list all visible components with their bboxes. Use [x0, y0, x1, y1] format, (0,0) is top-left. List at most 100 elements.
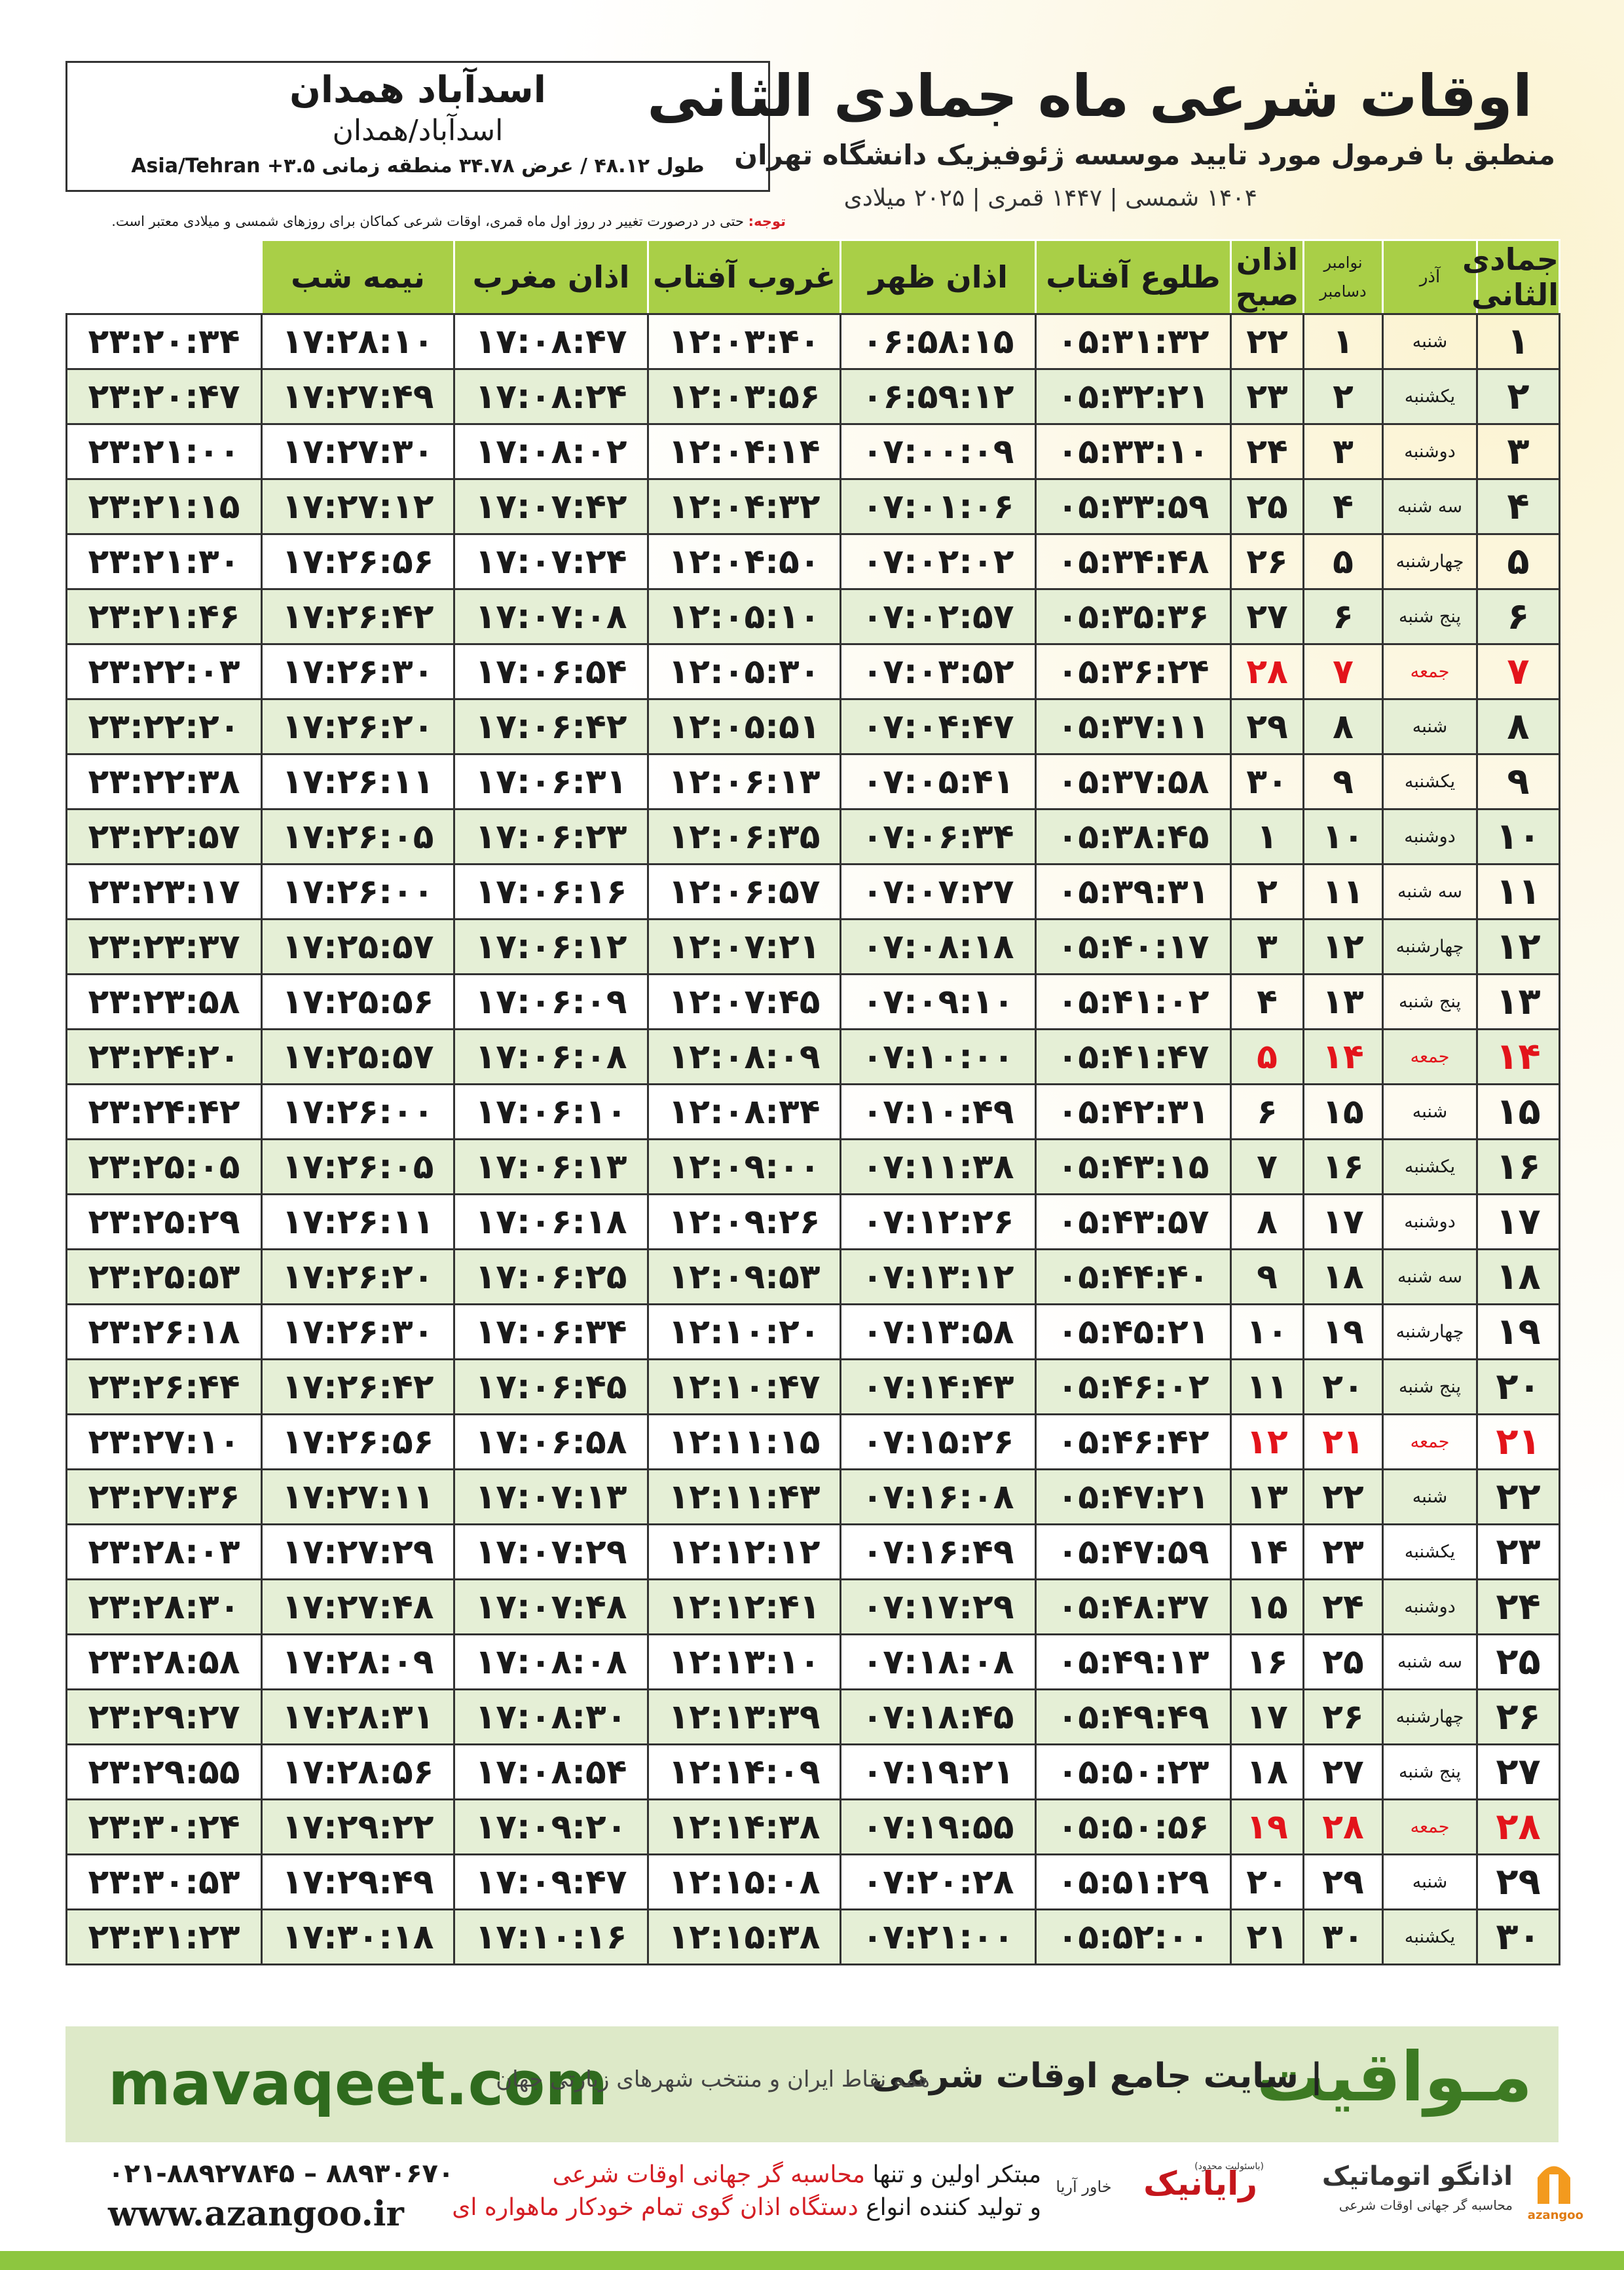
- time: ۱۷:۰۶:۳۱: [453, 753, 649, 810]
- time: ۲۳:۲۱:۳۰: [65, 533, 263, 590]
- date: ۱۴: [1230, 1523, 1304, 1580]
- day-number: ۲۸: [1476, 1798, 1560, 1855]
- date: ۲۲: [1230, 313, 1304, 370]
- time: ۰۶:۵۹:۱۲: [840, 368, 1037, 425]
- date: ۱۲: [1302, 918, 1384, 975]
- time: ۲۳:۲۸:۰۳: [65, 1523, 263, 1580]
- time: ۲۳:۲۷:۳۶: [65, 1468, 263, 1525]
- day-number: ۱۴: [1476, 1028, 1560, 1085]
- time: ۱۷:۰۹:۴۷: [453, 1853, 649, 1910]
- time: ۰۵:۴۹:۱۳: [1035, 1633, 1232, 1690]
- time: ۰۵:۳۷:۵۸: [1035, 753, 1232, 810]
- date: ۲۳: [1302, 1523, 1384, 1580]
- time: ۱۷:۰۶:۱۰: [453, 1083, 649, 1140]
- time: ۲۳:۲۱:۴۶: [65, 588, 263, 645]
- years: ۱۴۰۴ شمسی | ۱۴۴۷ قمری | ۲۰۲۵ میلادی: [843, 185, 1257, 212]
- city: اسدآباد همدان: [289, 69, 546, 111]
- time: ۱۲:۱۴:۰۹: [647, 1743, 841, 1800]
- time: ۲۳:۲۵:۰۵: [65, 1138, 263, 1195]
- weekday: یکشنبه: [1382, 1908, 1478, 1965]
- date: ۳: [1302, 423, 1384, 480]
- day-number: ۵: [1476, 533, 1560, 590]
- time: ۰۷:۱۲:۲۶: [840, 1193, 1037, 1250]
- time: ۱۷:۰۶:۱۳: [453, 1138, 649, 1195]
- time: ۰۷:۰۲:۰۲: [840, 533, 1037, 590]
- time: ۱۷:۰۸:۲۴: [453, 368, 649, 425]
- time: ۱۷:۲۷:۴۸: [261, 1578, 455, 1635]
- time: ۰۵:۴۷:۵۹: [1035, 1523, 1232, 1580]
- time: ۱۲:۱۵:۰۸: [647, 1853, 841, 1910]
- time: ۲۳:۲۲:۲۰: [65, 698, 263, 755]
- time: ۰۵:۵۰:۲۳: [1035, 1743, 1232, 1800]
- time: ۰۷:۱۶:۰۸: [840, 1468, 1037, 1525]
- time: ۱۲:۱۳:۳۹: [647, 1688, 841, 1745]
- time: ۱۲:۰۶:۳۵: [647, 808, 841, 865]
- time: ۲۳:۲۰:۳۴: [65, 313, 263, 370]
- date: ۲: [1302, 368, 1384, 425]
- time: ۲۳:۲۶:۴۴: [65, 1358, 263, 1415]
- time: ۱۲:۱۱:۱۵: [647, 1413, 841, 1470]
- day-number: ۱۳: [1476, 973, 1560, 1030]
- time: ۱۷:۲۶:۰۰: [261, 863, 455, 920]
- time: ۲۳:۲۷:۱۰: [65, 1413, 263, 1470]
- time: ۱۷:۰۸:۴۷: [453, 313, 649, 370]
- weekday: دوشنبه: [1382, 808, 1478, 865]
- time: ۱۷:۲۷:۲۹: [261, 1523, 455, 1580]
- footer-band: [65, 2026, 1559, 2142]
- time: ۱۷:۰۶:۳۴: [453, 1303, 649, 1360]
- tagline: و تولید کننده انواع دستگاه اذان گوی تمام…: [452, 2194, 1041, 2221]
- time: ۱۲:۰۶:۱۳: [647, 753, 841, 810]
- time: ۱۷:۰۷:۲۹: [453, 1523, 649, 1580]
- time: ۱۷:۰۶:۲۵: [453, 1248, 649, 1305]
- date: ۱۳: [1230, 1468, 1304, 1525]
- column-header: غروب آفتاب: [647, 239, 841, 315]
- site[interactable]: mavaqeet.com: [108, 2049, 608, 2119]
- time: ۱۲:۰۵:۳۰: [647, 643, 841, 700]
- weekday: شنبه: [1382, 1853, 1478, 1910]
- weekday: شنبه: [1382, 313, 1478, 370]
- time: ۱۲:۰۸:۰۹: [647, 1028, 841, 1085]
- time: ۱۲:۰۷:۲۱: [647, 918, 841, 975]
- table-row: ۱۸ سه شنبه ۱۸ ۹ ۰۵:۴۴:۴۰ ۰۷:۱۳:۱۲ ۱۲:۰۹:۵۳ ۱۷:۰…: [65, 1248, 1560, 1305]
- time: ۲۳:۳۱:۲۳: [65, 1908, 263, 1965]
- weekday: یکشنبه: [1382, 1523, 1478, 1580]
- date: ۱۹: [1230, 1798, 1304, 1855]
- time: ۰۵:۴۱:۴۷: [1035, 1028, 1232, 1085]
- table-row: ۱۷ دوشنبه ۱۷ ۸ ۰۵:۴۳:۵۷ ۰۷:۱۲:۲۶ ۱۲:۰۹:۲۶ ۱۷:۰۶…: [65, 1193, 1560, 1250]
- weekday: پنج شنبه: [1382, 588, 1478, 645]
- table-row: ۲۹ شنبه ۲۹ ۲۰ ۰۵:۵۱:۲۹ ۰۷:۲۰:۲۸ ۱۲:۱۵:۰۸ ۱۷:۰۹:…: [65, 1853, 1560, 1910]
- table-row: ۱ شنبه ۱ ۲۲ ۰۵:۳۱:۳۲ ۰۶:۵۸:۱۵ ۱۲:۰۳:۴۰ ۱۷:۰۸:۴۷…: [65, 313, 1560, 370]
- prayer-table: جمادی الثانی آذر نوامبر دسامبر اذان صبح طلوع …: [65, 239, 1560, 1965]
- weekday: یکشنبه: [1382, 368, 1478, 425]
- day-number: ۲۶: [1476, 1688, 1560, 1745]
- date: ۲: [1230, 863, 1304, 920]
- day-number: ۲۱: [1476, 1413, 1560, 1470]
- company-note: (باسئولیت محدود): [1194, 2161, 1264, 2172]
- table-row: ۲ یکشنبه ۲ ۲۳ ۰۵:۳۲:۲۱ ۰۶:۵۹:۱۲ ۱۲:۰۳:۵۶ ۱۷:۰۸:…: [65, 368, 1560, 425]
- time: ۲۳:۲۸:۵۸: [65, 1633, 263, 1690]
- tagline-highlight: دستگاه اذان گوی تمام خودکار ماهواره ای: [452, 2194, 858, 2221]
- web[interactable]: www.azangoo.ir: [108, 2194, 404, 2234]
- time: ۱۷:۰۶:۱۶: [453, 863, 649, 920]
- date: ۲۰: [1230, 1853, 1304, 1910]
- day-number: ۱۶: [1476, 1138, 1560, 1195]
- column-header-line: نوامبر: [1323, 253, 1363, 272]
- time: ۰۵:۴۹:۴۹: [1035, 1688, 1232, 1745]
- time: ۰۵:۴۶:۰۲: [1035, 1358, 1232, 1415]
- date: ۱۳: [1302, 973, 1384, 1030]
- time: ۱۷:۲۶:۰۵: [261, 1138, 455, 1195]
- date: ۲۶: [1302, 1688, 1384, 1745]
- time: ۱۷:۰۶:۵۸: [453, 1413, 649, 1470]
- time: ۲۳:۲۳:۱۷: [65, 863, 263, 920]
- time: ۰۷:۰۳:۵۲: [840, 643, 1037, 700]
- table-row: ۲۳ یکشنبه ۲۳ ۱۴ ۰۵:۴۷:۵۹ ۰۷:۱۶:۴۹ ۱۲:۱۲:۱۲ ۱۷:۰…: [65, 1523, 1560, 1580]
- note-text: حتی در درصورت تغییر در روز اول ماه قمری،…: [111, 214, 744, 229]
- time: ۱۷:۲۹:۲۲: [261, 1798, 455, 1855]
- time: ۱۲:۰۹:۲۶: [647, 1193, 841, 1250]
- table-row: ۱۵ شنبه ۱۵ ۶ ۰۵:۴۲:۳۱ ۰۷:۱۰:۴۹ ۱۲:۰۸:۳۴ ۱۷:۰۶:۱…: [65, 1083, 1560, 1140]
- table-row: ۲۰ پنج شنبه ۲۰ ۱۱ ۰۵:۴۶:۰۲ ۰۷:۱۴:۴۳ ۱۲:۱۰:۴۷ ۱۷…: [65, 1358, 1560, 1415]
- time: ۱۷:۰۹:۲۰: [453, 1798, 649, 1855]
- table-row: ۴ سه شنبه ۴ ۲۵ ۰۵:۳۳:۵۹ ۰۷:۰۱:۰۶ ۱۲:۰۴:۳۲ ۱۷:۰۷…: [65, 478, 1560, 535]
- date: ۱۴: [1302, 1028, 1384, 1085]
- column-header: نوامبر دسامبر: [1302, 239, 1384, 315]
